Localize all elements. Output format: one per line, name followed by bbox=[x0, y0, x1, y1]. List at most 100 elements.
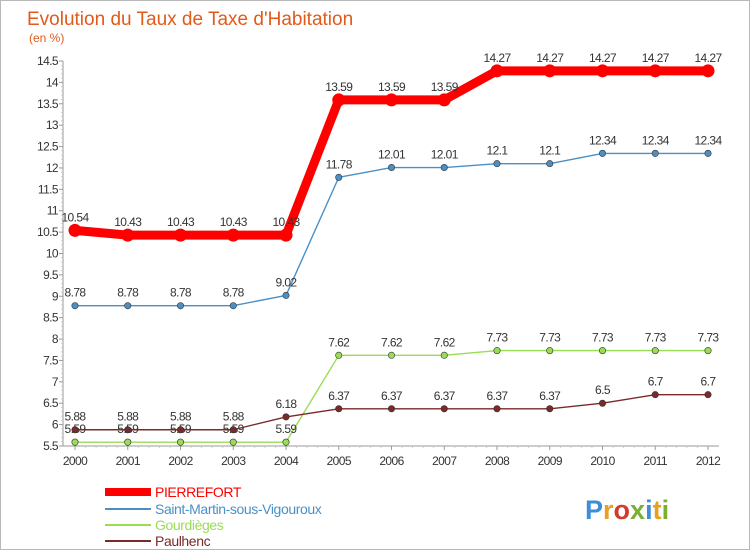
y-tick-label: 12 bbox=[46, 161, 59, 175]
data-label: 7.62 bbox=[434, 335, 456, 349]
y-tick-label: 13 bbox=[46, 118, 59, 132]
data-point bbox=[335, 351, 343, 359]
y-tick-label: 9.5 bbox=[43, 268, 59, 282]
data-point bbox=[177, 302, 185, 310]
data-label: 6.37 bbox=[328, 389, 350, 403]
legend-label: Saint-Martin-sous-Vigouroux bbox=[155, 501, 322, 517]
legend-label: PIERREFORT bbox=[155, 484, 242, 500]
data-point bbox=[229, 438, 237, 446]
data-point bbox=[704, 391, 712, 399]
data-label: 12.01 bbox=[378, 148, 406, 162]
data-label: 10.43 bbox=[167, 215, 195, 229]
data-label: 8.78 bbox=[65, 286, 87, 300]
data-point bbox=[282, 438, 290, 446]
x-tick-label: 2007 bbox=[432, 454, 457, 468]
y-tick-label: 11 bbox=[47, 204, 59, 218]
data-label: 10.43 bbox=[272, 215, 300, 229]
y-tick-label: 6 bbox=[52, 418, 59, 432]
data-point bbox=[332, 93, 346, 107]
y-tick-label: 14 bbox=[46, 75, 59, 89]
legend-item: Paulhenc bbox=[105, 533, 211, 549]
data-label: 8.78 bbox=[117, 286, 139, 300]
data-point bbox=[387, 164, 395, 172]
data-point bbox=[68, 223, 82, 237]
series-line bbox=[74, 152, 709, 307]
x-tick-label: 2003 bbox=[221, 454, 246, 468]
data-label: 14.27 bbox=[483, 51, 511, 65]
chart-title: Evolution du Taux de Taxe d'Habitation bbox=[27, 9, 353, 30]
y-tick-label: 12.5 bbox=[37, 140, 59, 154]
data-label: 12.34 bbox=[589, 133, 617, 147]
data-point bbox=[387, 351, 395, 359]
series-pierrefort: 10.54 10.43 10.43 10.43 10.43 13.59 13.59 13.59… bbox=[61, 51, 723, 242]
x-tick-label: 2008 bbox=[485, 454, 510, 468]
data-label: 14.27 bbox=[536, 51, 564, 65]
data-label: 12.34 bbox=[694, 133, 722, 147]
data-point bbox=[335, 405, 343, 413]
data-point bbox=[648, 64, 662, 78]
data-point bbox=[440, 351, 448, 359]
data-label: 7.73 bbox=[698, 331, 720, 345]
data-label: 12.1 bbox=[539, 144, 561, 158]
series-gourdi-ges: 5.595.595.595.595.597.627.627.627.737.73… bbox=[65, 331, 720, 446]
data-point bbox=[226, 228, 240, 242]
x-tick-label: 2001 bbox=[116, 454, 141, 468]
data-label: 12.34 bbox=[642, 133, 670, 147]
data-label: 8.78 bbox=[223, 286, 245, 300]
data-label: 5.88 bbox=[117, 410, 139, 424]
data-label: 7.73 bbox=[592, 331, 614, 345]
data-label: 7.62 bbox=[381, 335, 403, 349]
data-label: 6.7 bbox=[648, 375, 664, 389]
axes: 5.566.577.588.599.51010.51111.51212.5131… bbox=[37, 54, 722, 468]
x-tick-label: 2010 bbox=[590, 454, 615, 468]
legend-label: Paulhenc bbox=[155, 533, 211, 549]
y-tick-label: 7 bbox=[52, 375, 59, 389]
data-point bbox=[71, 438, 79, 446]
data-label: 12.01 bbox=[431, 148, 459, 162]
legend-item: Gourdièges bbox=[105, 517, 224, 533]
data-point bbox=[598, 149, 606, 157]
x-tick-label: 2006 bbox=[379, 454, 404, 468]
data-label: 5.88 bbox=[65, 410, 87, 424]
data-label: 8.78 bbox=[170, 286, 192, 300]
data-point bbox=[387, 405, 395, 413]
y-tick-label: 8.5 bbox=[43, 311, 59, 325]
data-point bbox=[385, 93, 398, 107]
data-point bbox=[546, 347, 554, 355]
y-tick-label: 13.5 bbox=[37, 97, 59, 111]
legend-item: Saint-Martin-sous-Vigouroux bbox=[105, 501, 322, 517]
data-point bbox=[440, 164, 448, 172]
chart-subtitle: (en %) bbox=[29, 31, 64, 45]
data-label: 5.88 bbox=[223, 410, 245, 424]
data-point bbox=[229, 302, 237, 310]
data-point bbox=[543, 64, 557, 78]
data-point bbox=[229, 426, 237, 434]
data-label: 14.27 bbox=[642, 51, 670, 65]
y-tick-label: 10.5 bbox=[37, 225, 59, 239]
data-label: 13.59 bbox=[378, 80, 406, 94]
data-point bbox=[282, 291, 290, 299]
x-tick-label: 2000 bbox=[63, 454, 88, 468]
data-label: 6.37 bbox=[434, 389, 456, 403]
data-label: 14.27 bbox=[694, 51, 722, 65]
data-point bbox=[546, 160, 554, 168]
y-tick-label: 7.5 bbox=[43, 353, 59, 367]
x-tick-label: 2011 bbox=[644, 454, 668, 468]
x-tick-label: 2002 bbox=[168, 454, 193, 468]
series-paulhenc: 5.88 5.88 5.88 5.88 6.18 6.37 6.37 6.37 6.37 6.37… bbox=[65, 375, 717, 434]
x-tick-label: 2012 bbox=[696, 454, 721, 468]
data-point bbox=[598, 399, 606, 407]
data-label: 12.1 bbox=[487, 144, 509, 158]
legend-label: Gourdièges bbox=[155, 517, 224, 533]
y-tick-label: 5.5 bbox=[43, 439, 59, 453]
data-point bbox=[493, 160, 501, 168]
data-point bbox=[177, 438, 185, 446]
data-point bbox=[71, 302, 79, 310]
y-tick-label: 11.5 bbox=[38, 182, 59, 196]
legend-item: PIERREFORT bbox=[105, 484, 242, 500]
data-label: 5.59 bbox=[276, 422, 298, 436]
data-point bbox=[651, 391, 659, 399]
data-label: 7.73 bbox=[487, 331, 509, 345]
